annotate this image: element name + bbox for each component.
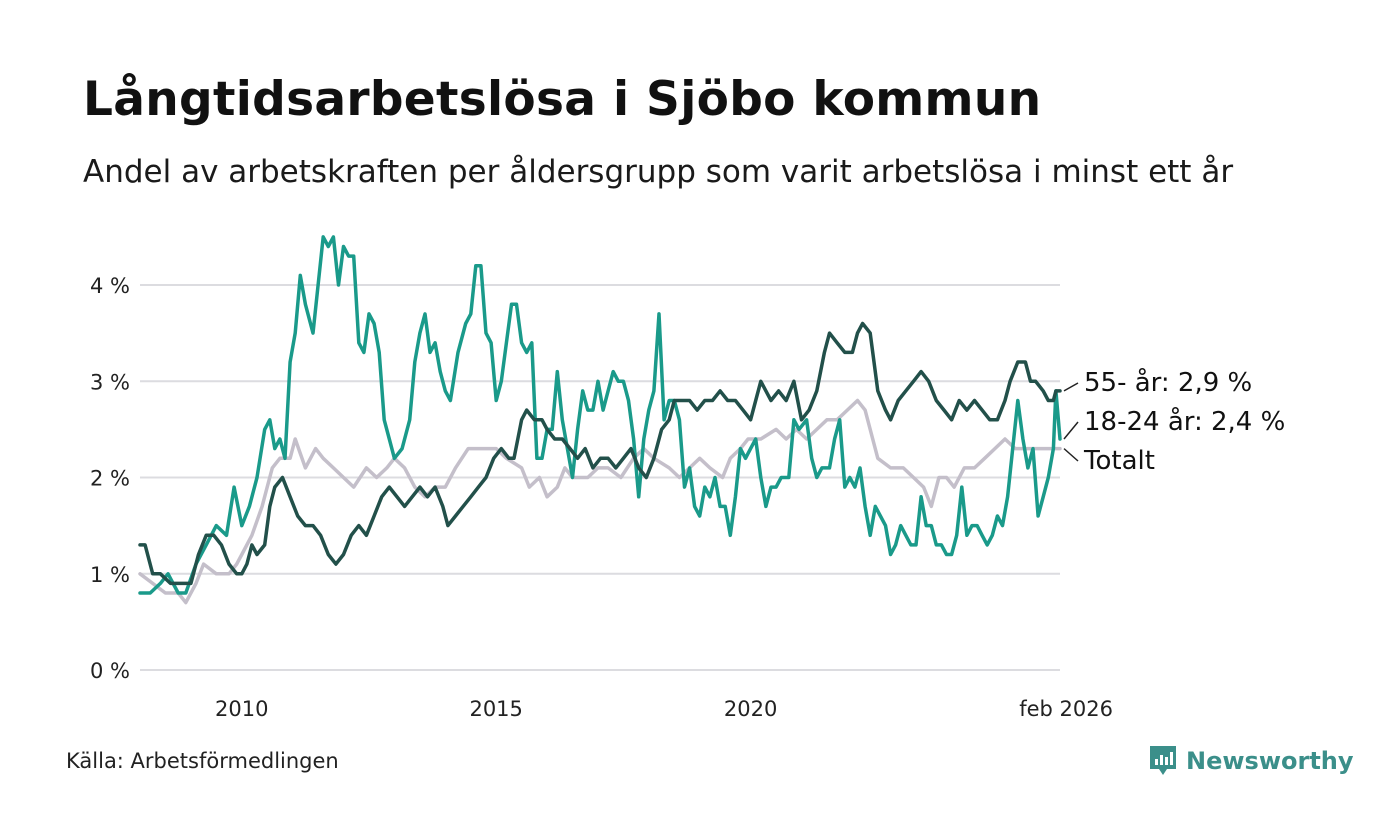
- end-label-leader: [1063, 382, 1079, 392]
- chart-subtitle: Andel av arbetskraften per åldersgrupp s…: [83, 154, 1234, 190]
- x-tick-label: 2020: [724, 697, 777, 721]
- series-line-18-24-r: [138, 235, 1062, 595]
- series-lines: [138, 235, 1062, 605]
- end-labels: Totalt 18-24 år: 2,4 % 55- år: 2,9 %: [1063, 367, 1285, 476]
- series-line-totalt: [138, 398, 1062, 605]
- newsworthy-logo-icon: [1150, 746, 1176, 775]
- y-tick-label: 1 %: [90, 563, 130, 587]
- x-tick-label: 2010: [215, 697, 268, 721]
- end-label-leader: [1063, 421, 1079, 440]
- y-axis-ticks: 0 % 1 % 2 % 3 % 4 %: [90, 274, 130, 683]
- y-tick-label: 0 %: [90, 659, 130, 683]
- y-tick-label: 2 %: [90, 467, 130, 491]
- y-tick-label: 4 %: [90, 274, 130, 298]
- gridlines: [140, 284, 1060, 671]
- end-label-leader: [1063, 448, 1079, 462]
- brand-name: Newsworthy: [1186, 747, 1354, 775]
- x-tick-label: feb 2026: [1019, 697, 1113, 721]
- brand-logo: Newsworthy: [1148, 744, 1354, 778]
- chart-title: Långtidsarbetslösa i Sjöbo kommun: [83, 72, 1042, 127]
- series-line-55-r: [138, 321, 1062, 586]
- x-axis-ticks: 2010 2015 2020 feb 2026: [215, 697, 1113, 721]
- end-label: 55- år: 2,9 %: [1084, 367, 1252, 398]
- x-tick-label: 2015: [469, 697, 522, 721]
- end-label: 18-24 år: 2,4 %: [1084, 406, 1285, 437]
- source-note: Källa: Arbetsförmedlingen: [66, 749, 339, 773]
- y-tick-label: 3 %: [90, 370, 130, 394]
- end-label: Totalt: [1083, 446, 1155, 476]
